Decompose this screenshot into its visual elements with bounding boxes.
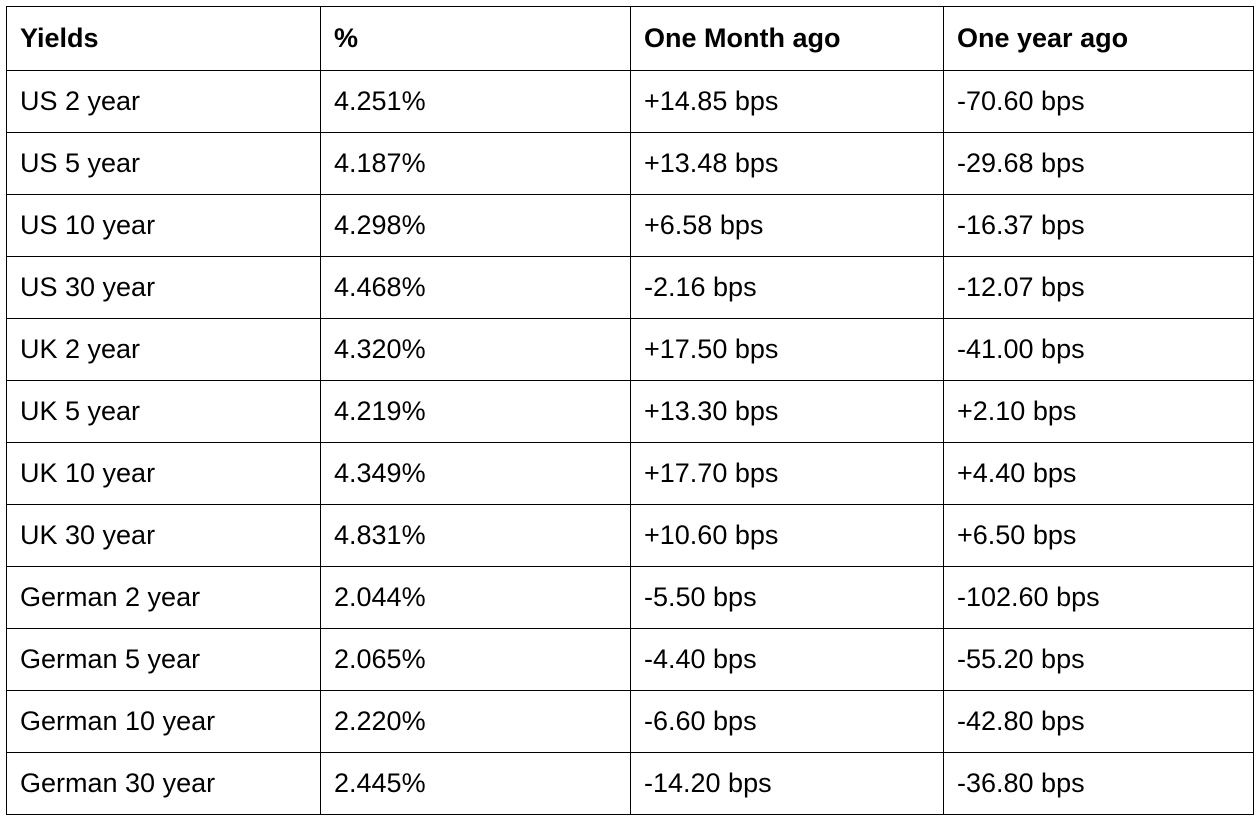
cell-yield-percent: 4.298% bbox=[320, 194, 631, 257]
cell-yield-percent: 4.219% bbox=[320, 380, 631, 443]
table-row: US 2 year 4.251% +14.85 bps -70.60 bps bbox=[6, 70, 1254, 133]
cell-yield-percent: 2.065% bbox=[320, 628, 631, 691]
cell-one-month-change: +13.48 bps bbox=[630, 132, 944, 195]
cell-one-month-change: +6.58 bps bbox=[630, 194, 944, 257]
cell-yield-name: US 5 year bbox=[6, 132, 321, 195]
cell-one-month-change: +17.70 bps bbox=[630, 442, 944, 505]
cell-one-year-change: -70.60 bps bbox=[943, 70, 1254, 133]
cell-one-year-change: +6.50 bps bbox=[943, 504, 1254, 567]
table-row: US 5 year 4.187% +13.48 bps -29.68 bps bbox=[6, 132, 1254, 195]
cell-one-year-change: -16.37 bps bbox=[943, 194, 1254, 257]
cell-yield-name: US 2 year bbox=[6, 70, 321, 133]
cell-yield-percent: 4.831% bbox=[320, 504, 631, 567]
table-body: US 2 year 4.251% +14.85 bps -70.60 bps U… bbox=[6, 70, 1254, 815]
cell-yield-name: German 5 year bbox=[6, 628, 321, 691]
cell-one-month-change: +14.85 bps bbox=[630, 70, 944, 133]
cell-yield-name: US 30 year bbox=[6, 256, 321, 319]
cell-yield-name: German 2 year bbox=[6, 566, 321, 629]
cell-one-month-change: -14.20 bps bbox=[630, 752, 944, 815]
header-one-month-ago: One Month ago bbox=[630, 6, 944, 71]
table-row: German 30 year 2.445% -14.20 bps -36.80 … bbox=[6, 752, 1254, 815]
cell-one-month-change: +17.50 bps bbox=[630, 318, 944, 381]
cell-yield-name: German 10 year bbox=[6, 690, 321, 753]
table-row: UK 5 year 4.219% +13.30 bps +2.10 bps bbox=[6, 380, 1254, 443]
header-one-year-ago: One year ago bbox=[943, 6, 1254, 71]
table-row: US 30 year 4.468% -2.16 bps -12.07 bps bbox=[6, 256, 1254, 319]
cell-one-year-change: -42.80 bps bbox=[943, 690, 1254, 753]
header-row: Yields % One Month ago One year ago bbox=[6, 6, 1254, 71]
cell-one-year-change: -41.00 bps bbox=[943, 318, 1254, 381]
cell-yield-percent: 2.044% bbox=[320, 566, 631, 629]
cell-one-year-change: -12.07 bps bbox=[943, 256, 1254, 319]
cell-one-year-change: -102.60 bps bbox=[943, 566, 1254, 629]
table-row: German 10 year 2.220% -6.60 bps -42.80 b… bbox=[6, 690, 1254, 753]
cell-one-month-change: +10.60 bps bbox=[630, 504, 944, 567]
cell-yield-percent: 4.251% bbox=[320, 70, 631, 133]
cell-one-year-change: -55.20 bps bbox=[943, 628, 1254, 691]
table-row: UK 10 year 4.349% +17.70 bps +4.40 bps bbox=[6, 442, 1254, 505]
table-row: German 2 year 2.044% -5.50 bps -102.60 b… bbox=[6, 566, 1254, 629]
table-header: Yields % One Month ago One year ago bbox=[6, 6, 1254, 71]
cell-one-month-change: -4.40 bps bbox=[630, 628, 944, 691]
cell-one-month-change: -2.16 bps bbox=[630, 256, 944, 319]
cell-one-year-change: +4.40 bps bbox=[943, 442, 1254, 505]
header-yields: Yields bbox=[6, 6, 321, 71]
yields-table: Yields % One Month ago One year ago US 2… bbox=[6, 6, 1254, 815]
cell-one-month-change: -6.60 bps bbox=[630, 690, 944, 753]
cell-yield-percent: 2.445% bbox=[320, 752, 631, 815]
table-row: UK 30 year 4.831% +10.60 bps +6.50 bps bbox=[6, 504, 1254, 567]
cell-yield-name: UK 5 year bbox=[6, 380, 321, 443]
cell-yield-percent: 4.187% bbox=[320, 132, 631, 195]
cell-one-month-change: -5.50 bps bbox=[630, 566, 944, 629]
cell-yield-name: UK 10 year bbox=[6, 442, 321, 505]
header-percent: % bbox=[320, 6, 631, 71]
cell-yield-name: UK 30 year bbox=[6, 504, 321, 567]
cell-one-month-change: +13.30 bps bbox=[630, 380, 944, 443]
table-row: US 10 year 4.298% +6.58 bps -16.37 bps bbox=[6, 194, 1254, 257]
cell-yield-percent: 2.220% bbox=[320, 690, 631, 753]
table-row: German 5 year 2.065% -4.40 bps -55.20 bp… bbox=[6, 628, 1254, 691]
cell-yield-percent: 4.468% bbox=[320, 256, 631, 319]
cell-yield-name: US 10 year bbox=[6, 194, 321, 257]
cell-yield-percent: 4.320% bbox=[320, 318, 631, 381]
cell-one-year-change: +2.10 bps bbox=[943, 380, 1254, 443]
cell-one-year-change: -29.68 bps bbox=[943, 132, 1254, 195]
cell-yield-percent: 4.349% bbox=[320, 442, 631, 505]
table-row: UK 2 year 4.320% +17.50 bps -41.00 bps bbox=[6, 318, 1254, 381]
cell-yield-name: German 30 year bbox=[6, 752, 321, 815]
cell-one-year-change: -36.80 bps bbox=[943, 752, 1254, 815]
cell-yield-name: UK 2 year bbox=[6, 318, 321, 381]
